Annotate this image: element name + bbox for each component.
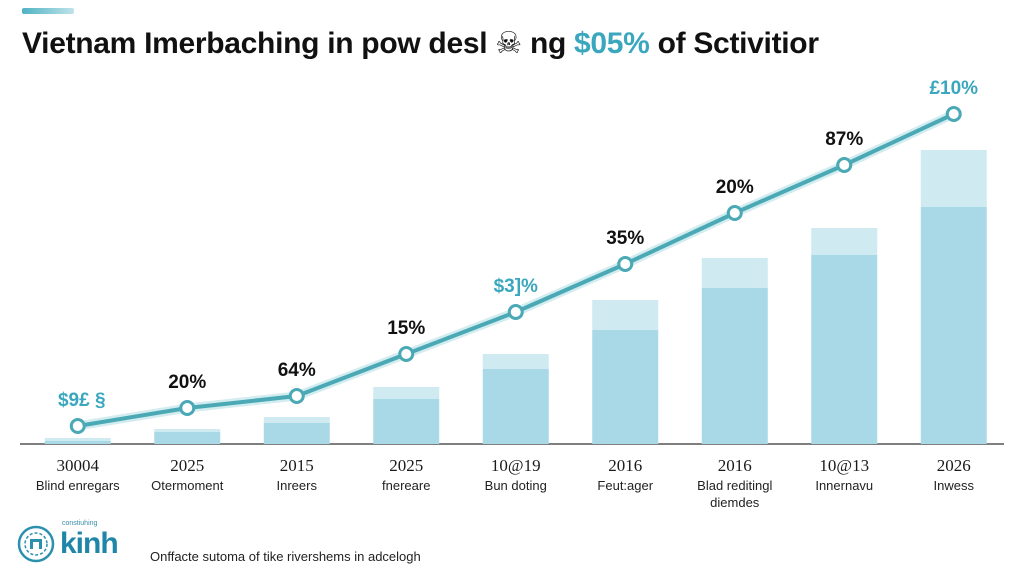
x-tick-label: 2016	[718, 456, 752, 475]
bar-base	[482, 369, 549, 444]
data-label: 35%	[606, 228, 644, 249]
brand-logo: constiuhing kinh	[16, 520, 119, 566]
bar-base	[811, 255, 878, 444]
accent-bar	[22, 8, 74, 14]
x-tick-label: 30004	[57, 456, 100, 475]
ticks-layer: 30004 Blind enregars 2025 Otermoment 2015 Inr…	[36, 456, 975, 510]
x-tick-label: 10@13	[819, 456, 869, 475]
data-label: £10%	[929, 78, 978, 99]
bar-top	[811, 228, 878, 255]
line-layer	[69, 106, 962, 434]
data-label: $3]%	[494, 276, 538, 297]
title-text-middle: ng	[521, 27, 575, 60]
trend-point	[945, 106, 962, 122]
bar-base	[592, 330, 659, 444]
x-category-label: Feut:ager	[597, 478, 653, 493]
x-category-label: Inreers	[277, 478, 318, 493]
trend-point	[288, 388, 305, 404]
logo-tagline: constiuhing	[62, 520, 98, 527]
title-glyph-icon: ☠	[495, 27, 522, 60]
bar-base	[701, 288, 768, 444]
title-highlight: $05%	[574, 27, 650, 60]
trend-point	[617, 256, 634, 272]
trend-point	[179, 400, 196, 416]
x-category-label: Innernavu	[815, 478, 873, 493]
x-tick-label: 2016	[608, 456, 642, 475]
x-tick-label: 2025	[170, 456, 204, 475]
trend-point	[836, 157, 853, 173]
bars-layer	[44, 150, 987, 444]
logo-wordmark: kinh	[60, 527, 119, 560]
x-tick-label: 2026	[937, 456, 971, 475]
bar-top	[920, 150, 987, 207]
chart-footnote: Onffacte sutoma of tike rivershems in ad…	[150, 549, 421, 564]
bar-top	[592, 300, 659, 330]
x-category-label: Bun doting	[485, 478, 547, 493]
bar-top	[701, 258, 768, 288]
trend-point	[726, 205, 743, 221]
x-tick-label: 10@19	[491, 456, 541, 475]
trend-point	[507, 304, 524, 320]
bar-top	[482, 354, 549, 369]
data-label: 15%	[387, 318, 425, 339]
data-label: 64%	[278, 360, 316, 381]
bar-top	[263, 417, 330, 423]
bar-top	[44, 438, 111, 441]
x-category-label: Blind enregars	[36, 478, 120, 493]
x-category-label: Otermoment	[151, 478, 224, 493]
bar-top	[154, 429, 221, 432]
x-tick-label: 2015	[280, 456, 314, 475]
bar-base	[263, 423, 330, 444]
bar-base	[44, 441, 111, 444]
data-label: 20%	[716, 177, 754, 198]
chart-title: Vietnam Imerbaching in pow desl ☠ ng $05…	[22, 26, 819, 61]
data-label: 20%	[168, 372, 206, 393]
x-category-label: Inwess	[934, 478, 975, 493]
bar-base	[373, 399, 440, 444]
x-tick-label: 2025	[389, 456, 423, 475]
trend-point	[398, 346, 415, 362]
trend-point	[69, 418, 86, 434]
title-text-start: Vietnam Imerbaching in pow desl	[22, 27, 496, 60]
bar-base	[920, 207, 987, 444]
x-category-label: Blad reditingl diemdes	[697, 478, 772, 510]
data-label: 87%	[825, 129, 863, 150]
data-label: $9£ §	[58, 390, 106, 411]
logo-emblem-icon	[17, 525, 55, 563]
bar-top	[373, 387, 440, 399]
title-text-end: of Sctivitior	[649, 27, 819, 60]
labels-layer: $9£ § 20% 64% 15% $3]% 35% 20% 87% £10%	[58, 78, 978, 411]
bar-base	[154, 432, 221, 444]
x-category-label: fnereare	[382, 478, 430, 493]
